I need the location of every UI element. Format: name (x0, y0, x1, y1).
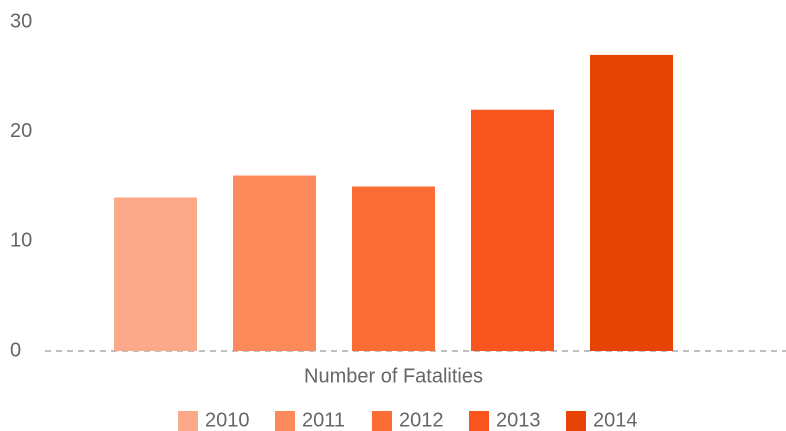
bar (114, 197, 197, 351)
y-tick-label: 0 (10, 339, 21, 361)
bar (590, 54, 673, 352)
bar (233, 175, 316, 351)
legend-swatch (469, 411, 489, 431)
y-tick-label: 20 (10, 120, 32, 142)
x-axis-label: Number of Fatalities (304, 365, 483, 387)
y-tick-label: 30 (10, 10, 32, 32)
bar (471, 109, 554, 351)
legend-label: 2010 (205, 409, 250, 431)
legend-swatch (372, 411, 392, 431)
y-tick-label: 10 (10, 230, 32, 252)
legend-label: 2014 (593, 409, 638, 431)
legend-label: 2012 (399, 409, 444, 431)
legend-label: 2013 (496, 409, 541, 431)
legend-swatch (178, 411, 198, 431)
legend-swatch (275, 411, 295, 431)
legend-label: 2011 (302, 409, 345, 431)
legend-swatch (566, 411, 586, 431)
bar (352, 186, 435, 351)
